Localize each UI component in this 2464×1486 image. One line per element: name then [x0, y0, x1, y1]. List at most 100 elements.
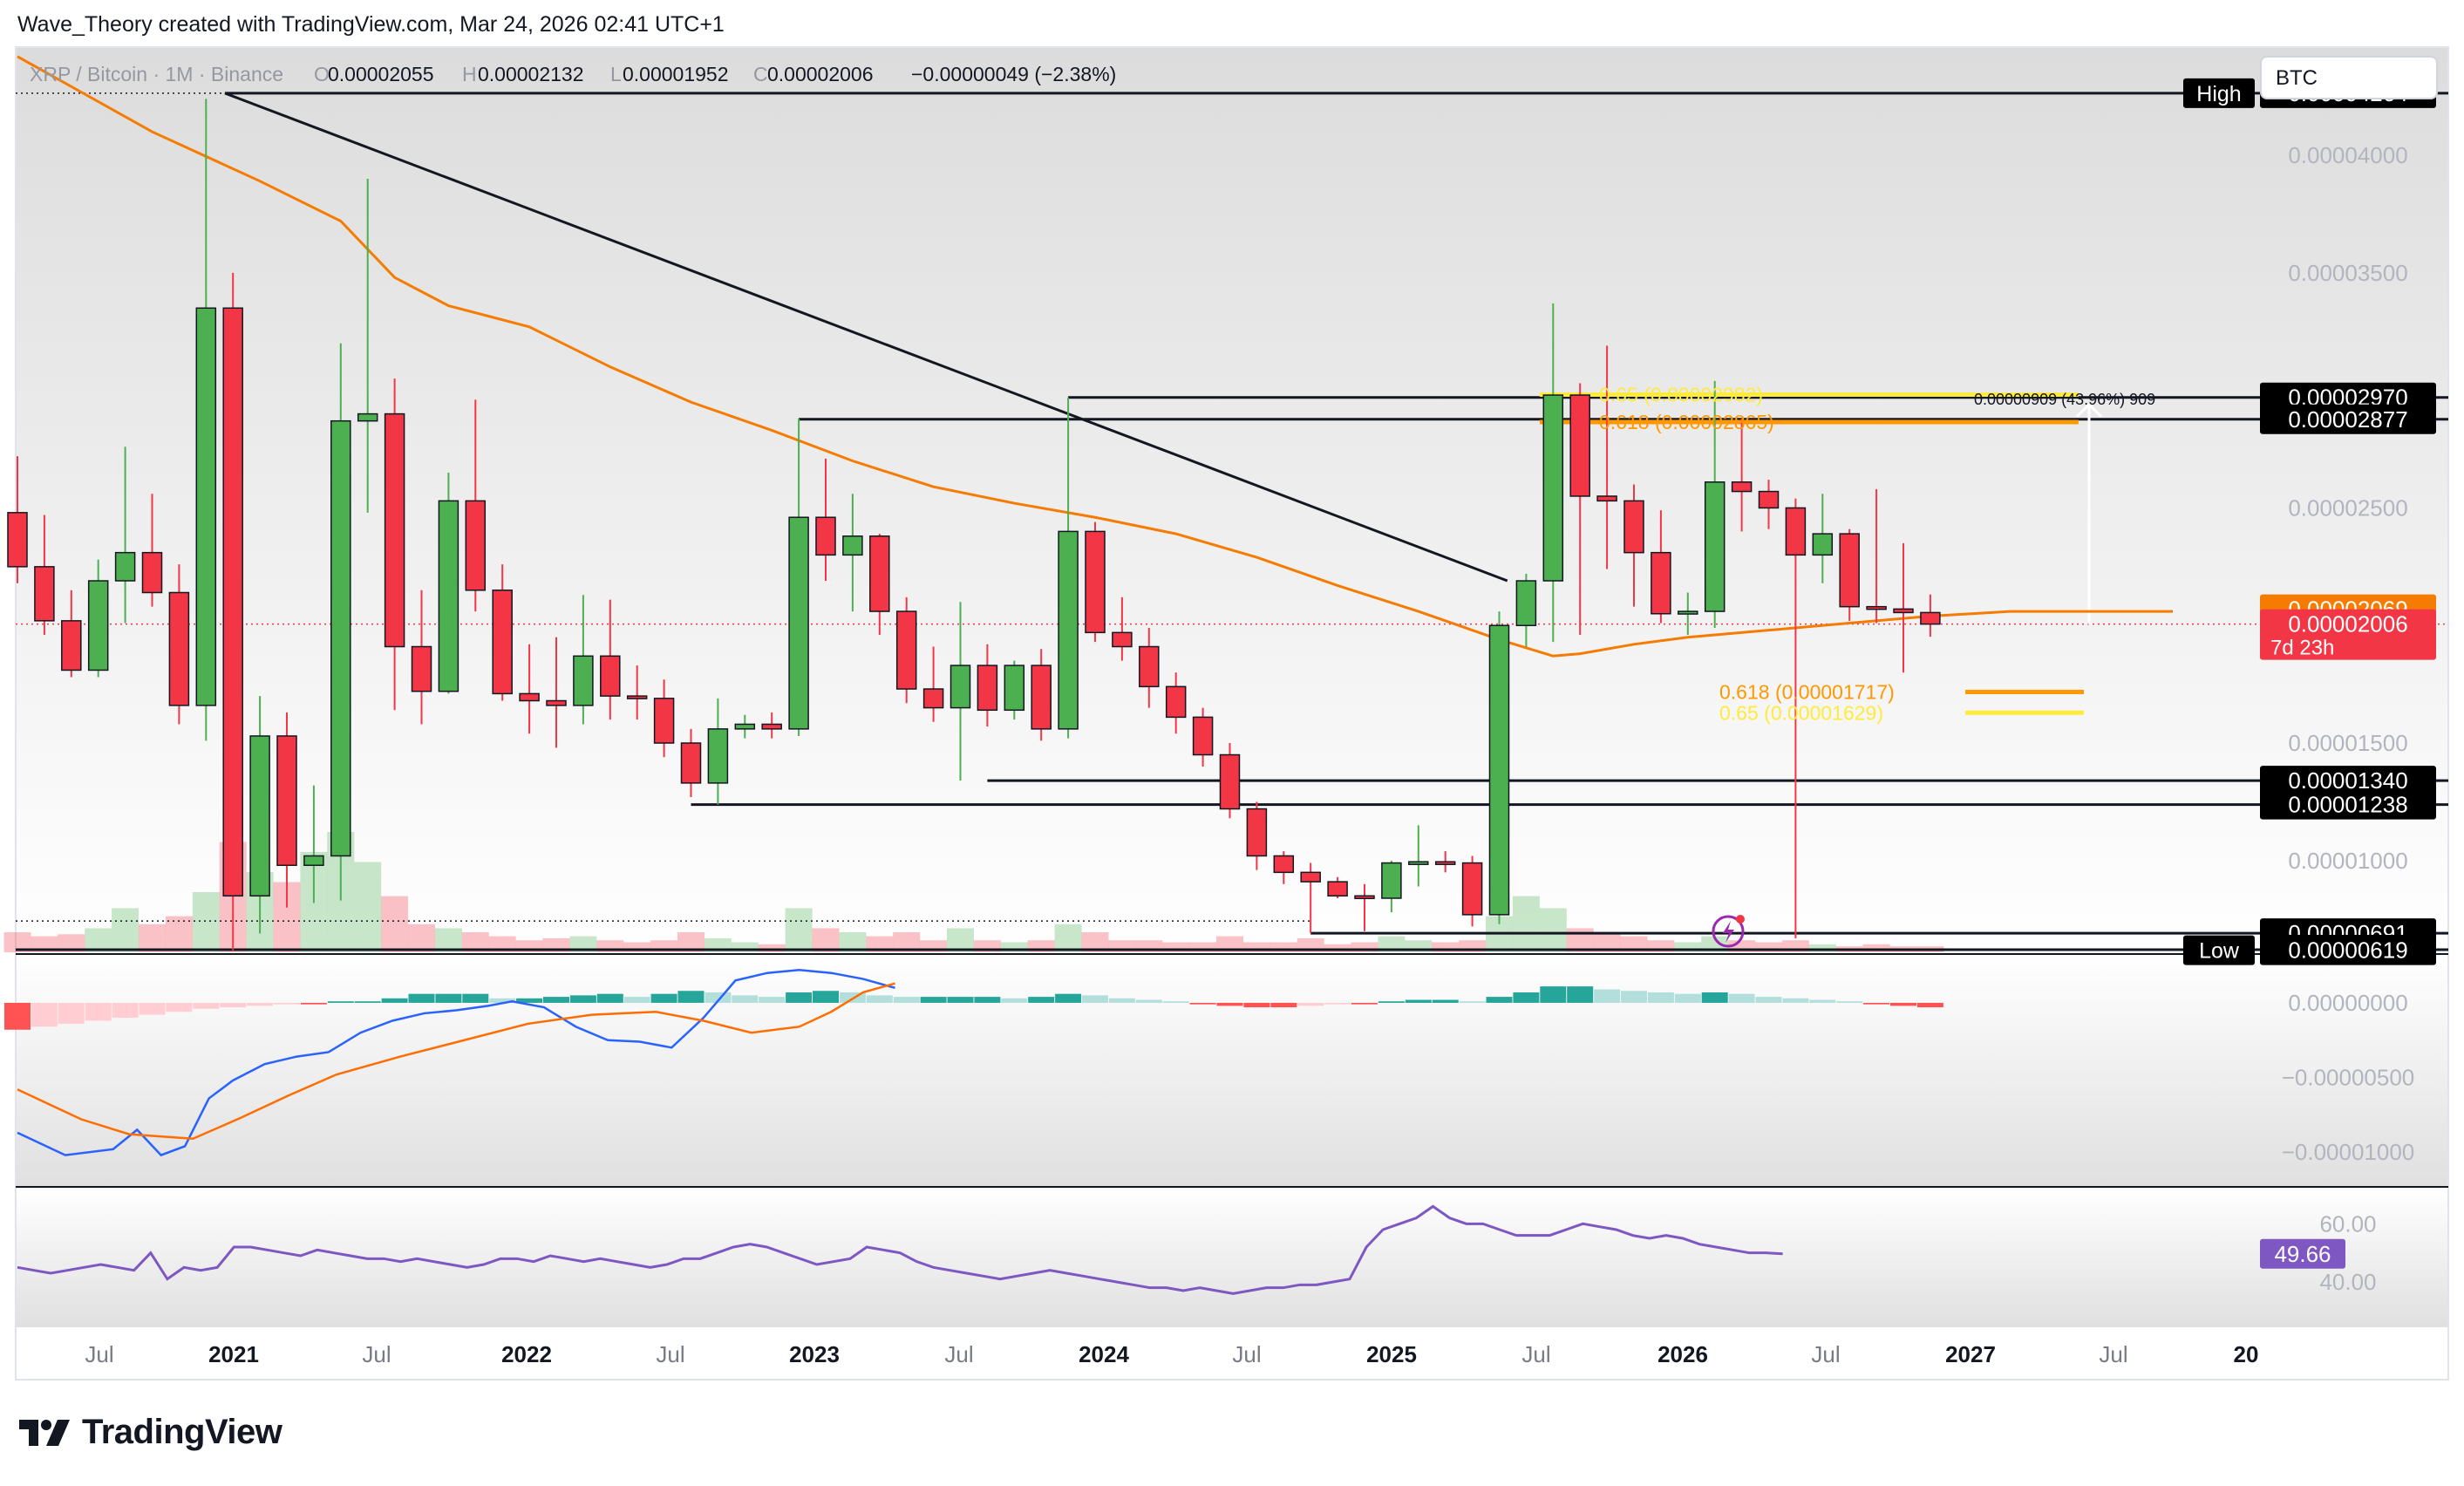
- macd-histogram-bar: [569, 995, 596, 1003]
- time-axis-background: [16, 1327, 2448, 1380]
- fib-label: 0.65 (0.00001629): [1719, 701, 1883, 724]
- volume-bar: [866, 936, 894, 952]
- axes: 0.00004000 0.00003500 0.00002500 0.00001500…: [85, 142, 2407, 1367]
- volume-bar: [1054, 924, 1082, 952]
- macd-histogram-bar: [813, 991, 839, 1003]
- trendline: [224, 92, 1508, 583]
- rsi-line: [17, 1204, 1783, 1295]
- macd-histogram-bar: [1432, 999, 1459, 1003]
- macd-histogram-bar: [1270, 1002, 1297, 1008]
- candle-body: [1920, 611, 1941, 625]
- y-tick-label: 0.00004000: [2288, 142, 2407, 168]
- brand-name: TradingView: [82, 1413, 282, 1451]
- macd-histogram-bar: [543, 997, 569, 1003]
- candle-body: [1112, 631, 1133, 648]
- macd-histogram-bar: [974, 997, 1001, 1003]
- candle-body: [1273, 855, 1295, 874]
- macd-histogram-bar: [1809, 999, 1836, 1003]
- candle-body: [1004, 665, 1025, 712]
- price-label-bg: [2260, 609, 2436, 660]
- x-tick-label: Jul: [2099, 1341, 2127, 1367]
- candle-body: [34, 566, 55, 622]
- volume-bar: [488, 936, 516, 952]
- macd-histogram-bar: [1540, 986, 1567, 1003]
- volume-bar: [192, 892, 220, 952]
- candle-body: [357, 412, 378, 422]
- macd-histogram-bar: [489, 998, 516, 1003]
- candle-body: [1731, 481, 1753, 493]
- candle-body: [87, 580, 109, 671]
- candle-body: [1704, 481, 1725, 612]
- macd-histogram-bar: [920, 997, 947, 1003]
- macd-histogram-bar: [786, 992, 813, 1003]
- price-label-bg: [2260, 789, 2436, 820]
- volume-bar: [1862, 944, 1890, 952]
- macd-histogram-bar: [1916, 1002, 1943, 1008]
- candle-body: [168, 591, 190, 706]
- price-label: 0.00002006: [2288, 611, 2407, 637]
- volume-bar: [1242, 942, 1270, 952]
- legend-open: 0.00002055: [328, 63, 434, 85]
- candle-body: [222, 307, 243, 897]
- x-tick-label: Jul: [1811, 1341, 1840, 1367]
- macd-histogram-bar: [31, 1002, 58, 1027]
- macd-histogram-bar: [112, 1002, 139, 1019]
- macd-histogram-bar: [1378, 1001, 1405, 1003]
- legend-symbol: XRP / Bitcoin · 1M · Binance: [30, 63, 283, 85]
- x-tick-label: 2025: [1366, 1341, 1417, 1367]
- macd-histogram-bar: [947, 997, 974, 1003]
- tag-bg: [2183, 78, 2255, 108]
- candle-body: [842, 535, 863, 556]
- legend: XRP / Bitcoin · 1M · Binance O 0.0000205…: [30, 63, 1116, 85]
- volume-bar: [139, 924, 166, 952]
- price-label-bg: [2260, 404, 2436, 434]
- macd-histogram-bar: [462, 993, 489, 1003]
- price-label: 0.00001340: [2288, 767, 2407, 794]
- macd-histogram-bar: [327, 1001, 354, 1003]
- macd-histogram-bar: [516, 998, 543, 1003]
- candle-body: [330, 419, 351, 857]
- candle-body: [546, 699, 567, 706]
- fib-label: 0.618 (0.00002865): [1599, 411, 1774, 433]
- currency-selector[interactable]: BTC: [2260, 56, 2438, 99]
- macd-histogram-bar: [1782, 998, 1809, 1003]
- legend-c-label: C: [753, 63, 768, 85]
- lightning-icon[interactable]: [1712, 915, 1745, 948]
- macd-histogram-bar: [1055, 993, 1082, 1003]
- candle-body: [1488, 624, 1510, 916]
- macd-histogram-bar: [354, 1001, 381, 1003]
- volume-bar: [1808, 944, 1836, 952]
- measure-label: 0.00000909 (43.96%) 909: [1974, 391, 2155, 408]
- volume-bar: [1755, 942, 1782, 952]
- candle-body: [1031, 665, 1052, 730]
- macd-histogram-bar: [166, 1002, 193, 1012]
- macd-tick-label: −0.00001000: [2282, 1139, 2415, 1165]
- macd-histogram-bar: [1459, 1001, 1486, 1003]
- y-tick-label: 0.00002500: [2288, 494, 2407, 521]
- volume-bar: [1539, 908, 1567, 952]
- macd-histogram-bar: [759, 997, 786, 1003]
- volume-bar: [1620, 936, 1648, 952]
- macd-histogram-bar: [1324, 1002, 1351, 1005]
- candle-body: [761, 723, 782, 730]
- volume-bar: [461, 932, 489, 952]
- volume-bar: [434, 928, 462, 952]
- macd-histogram-bar: [1647, 992, 1674, 1003]
- tag-label: Low: [2199, 939, 2240, 964]
- volume-bar: [569, 936, 597, 952]
- volume-bar: [1674, 942, 1702, 952]
- macd-histogram-bar: [1594, 989, 1621, 1003]
- y-tick-label: 0.00001000: [2288, 848, 2407, 874]
- x-tick-label: 2026: [1657, 1341, 1708, 1367]
- macd-histogram-bar: [300, 1002, 327, 1005]
- price-label-bg: [2260, 935, 2436, 965]
- x-tick-label: 20: [2234, 1341, 2259, 1367]
- macd-histogram-bar: [1836, 1001, 1863, 1003]
- candle-body: [1515, 580, 1537, 626]
- macd-histogram-bar: [1567, 986, 1594, 1003]
- candle-body: [1300, 871, 1321, 883]
- chart-annotations: 0.00004264High0.000029700.000028770.0000…: [1599, 78, 2436, 965]
- x-tick-label: Jul: [656, 1341, 684, 1367]
- volume-bar: [1701, 936, 1729, 952]
